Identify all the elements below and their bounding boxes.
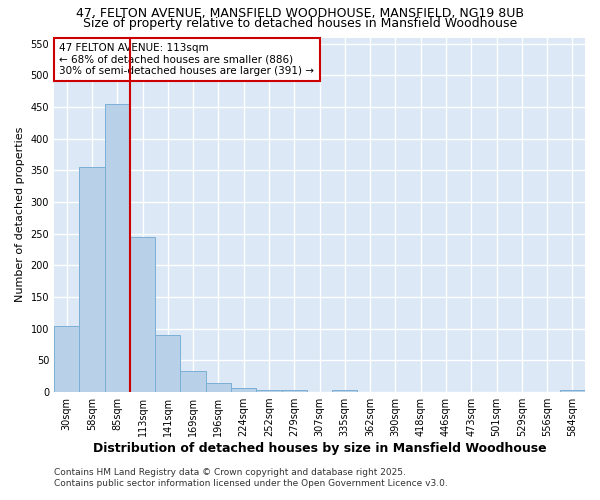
Bar (281, 390, 307, 392)
Bar (256, 390, 281, 392)
Bar (206, 382, 231, 392)
Y-axis label: Number of detached properties: Number of detached properties (15, 127, 25, 302)
Bar (54, 326, 79, 392)
Bar (130, 237, 155, 392)
Text: Size of property relative to detached houses in Mansfield Woodhouse: Size of property relative to detached ho… (83, 17, 517, 30)
Text: 47, FELTON AVENUE, MANSFIELD WOODHOUSE, MANSFIELD, NG19 8UB: 47, FELTON AVENUE, MANSFIELD WOODHOUSE, … (76, 8, 524, 20)
Bar (79, 168, 104, 392)
X-axis label: Distribution of detached houses by size in Mansfield Woodhouse: Distribution of detached houses by size … (93, 442, 547, 455)
Text: Contains HM Land Registry data © Crown copyright and database right 2025.
Contai: Contains HM Land Registry data © Crown c… (54, 468, 448, 487)
Bar (104, 104, 130, 392)
Bar (181, 371, 206, 392)
Bar (332, 390, 358, 392)
Text: 47 FELTON AVENUE: 113sqm
← 68% of detached houses are smaller (886)
30% of semi-: 47 FELTON AVENUE: 113sqm ← 68% of detach… (59, 43, 314, 76)
Bar (231, 388, 256, 392)
Bar (155, 335, 181, 392)
Bar (560, 390, 585, 392)
